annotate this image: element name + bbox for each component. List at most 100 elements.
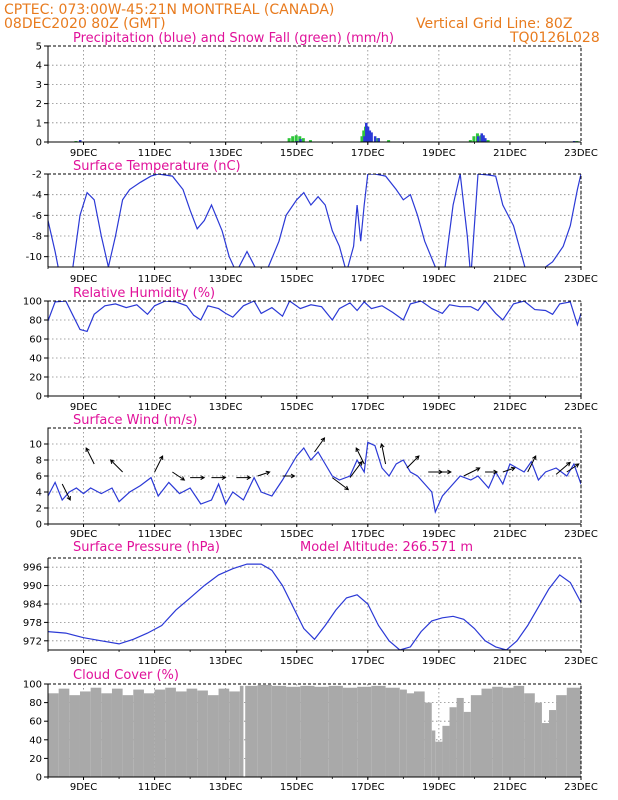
panel-title: Surface Pressure (hPa) [73,540,220,555]
y-tick-label: 2 [36,504,42,515]
y-tick-label: 10 [29,440,42,451]
y-tick-label: 4 [36,61,42,72]
wind-arrow [236,475,252,480]
precip-bar [482,135,485,142]
x-tick-label: 15DEC [280,782,314,793]
cloud-bar [456,697,464,777]
snowfall-bar [486,140,490,142]
x-tick-label: 19DEC [422,274,456,285]
y-tick-label: 5 [36,42,42,53]
cloud-bar [314,686,329,777]
snowfall-bar [287,138,291,142]
x-tick-label: 21DEC [493,656,527,667]
cloud-bar [328,685,343,777]
cloud-bar [69,695,80,777]
x-tick-label: 9DEC [70,529,97,540]
panel-precip: Precipitation (blue) and Snow Fall (gree… [36,31,598,159]
cloud-bar [122,695,134,777]
y-tick-label: 8 [36,456,42,467]
cloud-bar [101,693,112,777]
wind-series-line [48,441,581,515]
pressure-series-line [48,563,581,650]
wind-arrow [61,483,71,501]
wind-arrow [463,467,481,477]
panel-title: Surface Wind (m/s) [73,413,197,428]
cloud-bar [566,687,581,777]
cloud-bar [399,689,407,777]
panel-annotation: Model Altitude: 266.571 m [300,540,473,555]
panel-rh: Relative Humidity (%) 0 20 40 60 80 100 9DEC 11D… [23,286,598,413]
y-tick-label: -4 [32,190,42,201]
y-tick-label: -10 [26,252,42,263]
x-tick-label: 15DEC [280,148,314,159]
cloud-bar [481,688,493,777]
y-tick-label: 6 [36,472,42,483]
x-tick-label: 19DEC [422,529,456,540]
x-tick-label: 13DEC [209,274,243,285]
panel-title: Relative Humidity (%) [73,286,215,301]
x-tick-label: 9DEC [70,402,97,413]
precip-bar [365,122,368,142]
wind-arrow [85,447,95,465]
cloud-bar [257,684,272,777]
cloud-bar [435,741,443,777]
panel-title: Surface Temperature (nC) [73,159,241,174]
snowfall-bar [472,136,476,142]
y-tick-label: 20 [29,754,42,765]
y-tick-label: 972 [23,636,42,647]
x-tick-label: 15DEC [280,529,314,540]
y-tick-label: 978 [23,618,42,629]
snowfall-bar [360,136,364,142]
y-tick-label: 20 [29,373,42,384]
y-tick-label: 984 [23,600,42,611]
y-tick-label: -8 [32,232,42,243]
plot-area [48,437,581,515]
x-tick-label: 17DEC [351,529,385,540]
precip-bar [377,138,380,142]
cloud-bar [342,687,358,777]
cloud-bar [239,685,244,777]
x-tick-label: 23DEC [564,529,598,540]
cloud-bar [245,685,258,777]
x-tick-label: 9DEC [70,148,97,159]
panel-temp: Surface Temperature (nC) -10 -8 -6 -4 -2 9DEC 1… [26,159,598,285]
precip-bar [370,132,373,142]
panel-pressure: Surface Pressure (hPa) Model Altitude: 26… [23,540,598,667]
y-tick-label: 1 [36,118,42,129]
cloud-bar [186,688,198,777]
y-tick-label: -6 [32,211,42,222]
panel-title: Precipitation (blue) and Snow Fall (gree… [73,31,394,46]
cloud-bar [300,685,315,777]
x-tick-label: 21DEC [493,402,527,413]
x-tick-label: 13DEC [209,402,243,413]
x-tick-label: 13DEC [209,148,243,159]
cloud-bar [165,687,176,777]
header-vertical-grid: Vertical Grid Line: 80Z [416,16,572,32]
precip-bar [299,139,302,142]
x-tick-label: 17DEC [351,274,385,285]
x-tick-label: 17DEC [351,402,385,413]
precip-bar [484,138,487,142]
x-tick-label: 13DEC [209,782,243,793]
wind-arrow [566,463,580,473]
cloud-bar [424,702,432,777]
cloud-bar [133,689,144,777]
wind-arrow [527,455,537,473]
cloud-bar [90,687,102,777]
header-code: TQ0126L028 [509,30,600,46]
cloud-bar [463,711,471,777]
rh-series-line [48,301,581,333]
y-tick-label: 60 [29,717,42,728]
snowfall-bar [468,140,472,142]
x-tick-label: 15DEC [280,656,314,667]
y-tick-label: 0 [36,392,42,403]
y-tick-label: 100 [23,680,42,691]
cloud-bar [492,686,503,777]
cloud-bar [549,710,557,777]
wind-arrow [349,460,363,478]
cloud-bar [385,687,400,777]
x-tick-label: 13DEC [209,529,243,540]
cloud-bar [271,685,287,777]
cloud-bar [143,693,155,777]
